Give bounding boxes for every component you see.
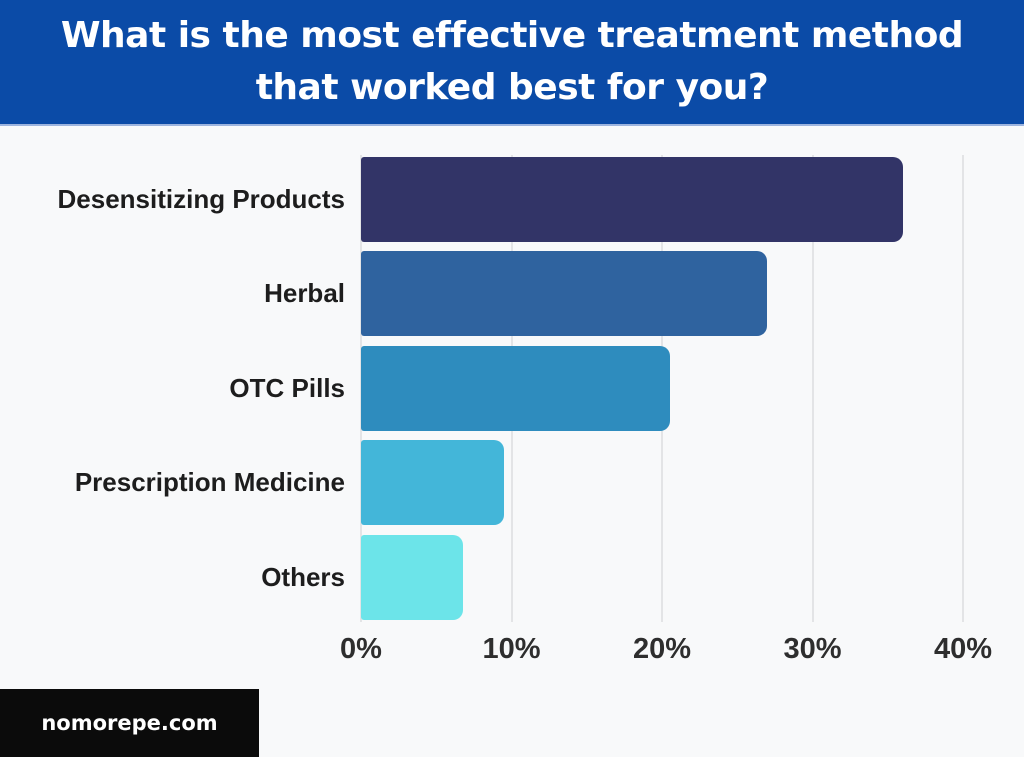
x-tick-10pct: 10% <box>482 633 541 665</box>
chart-title-line-1: What is the most effective treatment met… <box>60 15 964 56</box>
category-label-prescription-medicine: Prescription Medicine <box>74 467 345 498</box>
chart-row-otc-pills: OTC Pills <box>0 341 1024 436</box>
x-tick-0pct: 0% <box>340 633 382 665</box>
chart-title-line-2: that worked best for you? <box>255 67 769 108</box>
chart-row-desensitizing-products: Desensitizing Products <box>0 152 1024 247</box>
x-axis: 0% 10% 20% 30% 40% <box>340 633 992 675</box>
bar-track-prescription-medicine <box>361 440 963 526</box>
bar-track-herbal <box>361 251 963 337</box>
category-label-others: Others <box>261 561 345 592</box>
site-footer: nomorepe.com <box>0 689 259 757</box>
category-label-desensitizing-products: Desensitizing Products <box>57 183 346 214</box>
x-tick-30pct: 30% <box>783 633 842 665</box>
chart-row-others: Others <box>0 530 1024 625</box>
bar-others <box>361 534 464 620</box>
x-tick-20pct: 20% <box>632 633 692 665</box>
bar-herbal <box>361 251 768 337</box>
bar-track-desensitizing-products <box>361 156 963 242</box>
chart-row-prescription-medicine: Prescription Medicine <box>0 436 1024 531</box>
bar-track-otc-pills <box>361 345 963 431</box>
bar-desensitizing-products <box>361 156 903 242</box>
bar-otc-pills <box>361 345 670 431</box>
category-label-otc-pills: OTC Pills <box>229 372 345 403</box>
bar-chart: Desensitizing Products Herbal OTC Pills Pre… <box>0 152 1024 625</box>
category-label-herbal: Herbal <box>264 278 345 309</box>
bar-prescription-medicine <box>361 440 504 526</box>
x-tick-40pct: 40% <box>933 633 993 665</box>
bar-track-others <box>361 534 963 620</box>
title-banner: What is the most effective treatment met… <box>0 0 1024 126</box>
site-url: nomorepe.com <box>41 711 218 735</box>
chart-row-herbal: Herbal <box>0 247 1024 342</box>
